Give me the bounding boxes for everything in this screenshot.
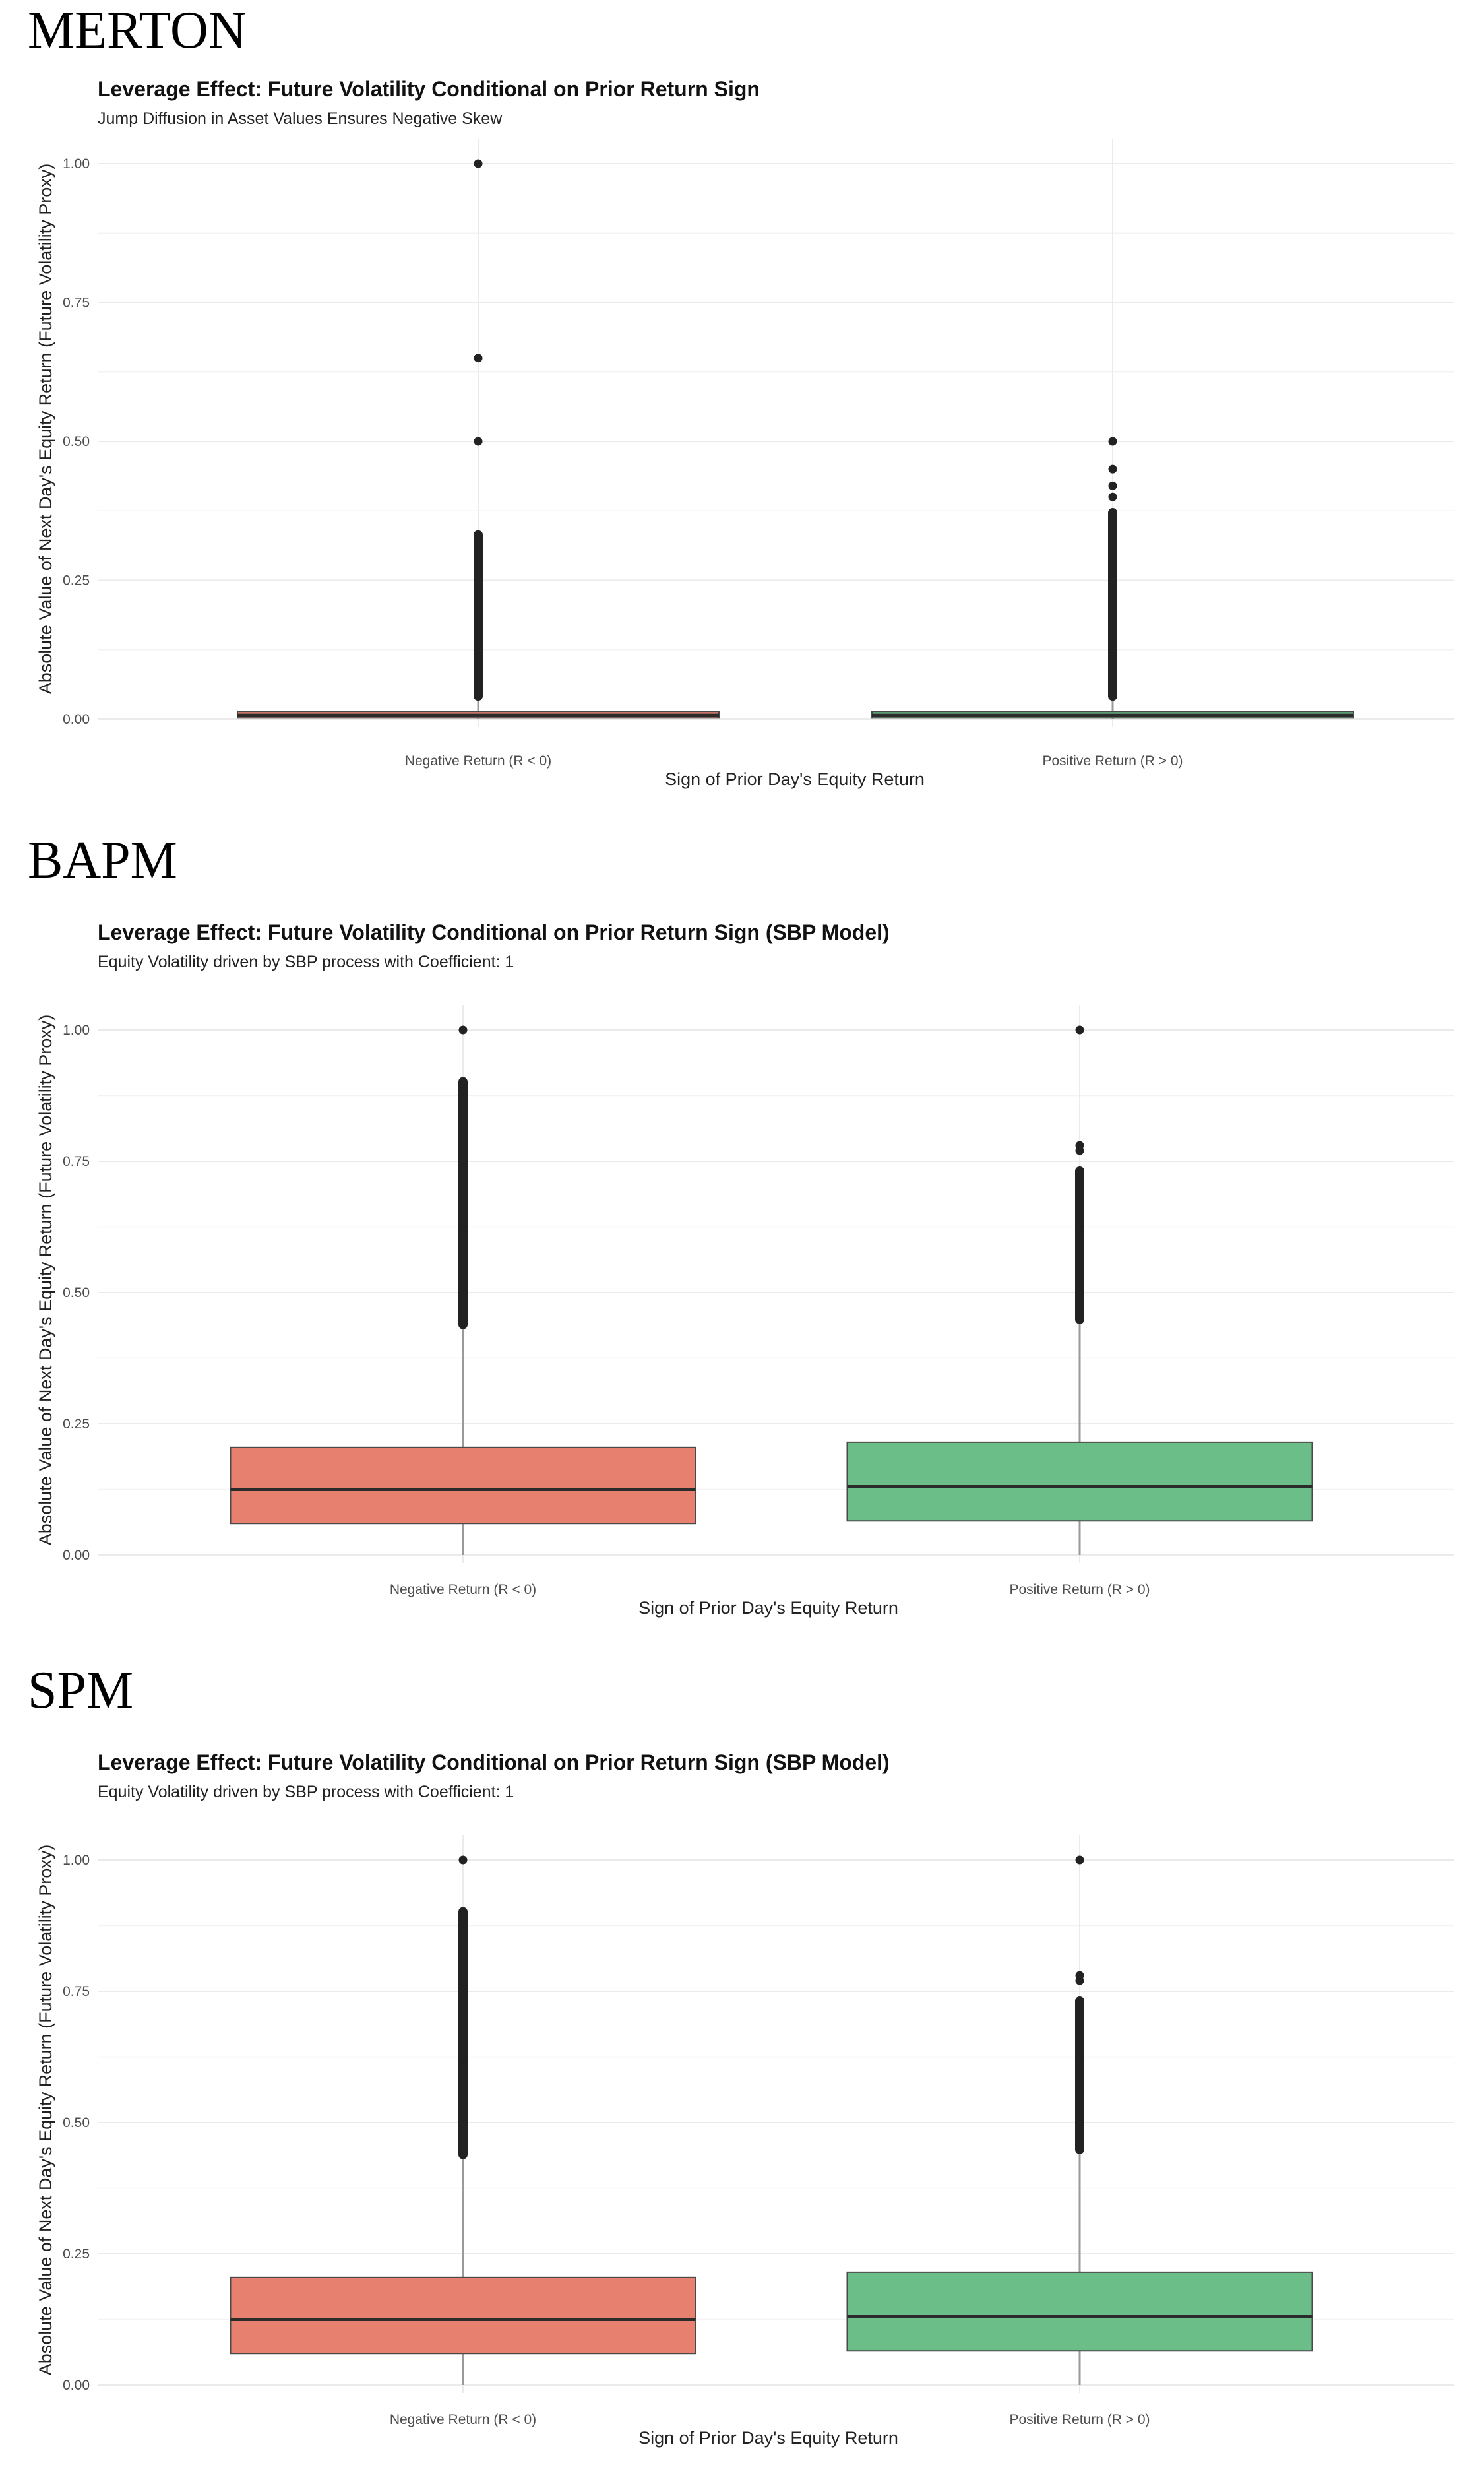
x-tick-label-positive: Positive Return (R > 0) xyxy=(1010,1582,1150,1597)
outlier-band xyxy=(458,1907,468,2159)
outlier-point xyxy=(1108,437,1117,446)
chart-svg: Leverage Effect: Future Volatility Condi… xyxy=(36,920,1454,1618)
box-group xyxy=(846,1855,1313,2385)
y-axis-title: Absolute Value of Next Day's Equity Retu… xyxy=(36,164,55,695)
y-tick-label: 0.75 xyxy=(63,1154,90,1169)
chart-title: Leverage Effect: Future Volatility Condi… xyxy=(98,77,760,101)
box-layer xyxy=(230,1855,1313,2385)
y-tick-label: 0.75 xyxy=(63,296,90,311)
chart-svg: Leverage Effect: Future Volatility Condi… xyxy=(36,1750,1454,2448)
grid-layer xyxy=(98,139,1454,727)
outlier-band xyxy=(1075,1166,1084,1324)
panel-label: BAPM xyxy=(28,831,177,889)
outlier-band xyxy=(458,1077,468,1329)
x-axis-title: Sign of Prior Day's Equity Return xyxy=(665,769,925,789)
outlier-point xyxy=(1075,1971,1084,1980)
outlier-band xyxy=(1108,508,1117,701)
outlier-point xyxy=(1108,492,1117,501)
x-tick-label-positive: Positive Return (R > 0) xyxy=(1010,2412,1150,2427)
outlier-point xyxy=(474,437,483,446)
y-tick-label: 0.00 xyxy=(63,1548,90,1563)
panel-label: MERTON xyxy=(28,1,247,59)
chart-subtitle: Jump Diffusion in Asset Values Ensures N… xyxy=(98,110,503,128)
x-tick-label-negative: Negative Return (R < 0) xyxy=(390,2412,536,2427)
y-tick-label: 1.00 xyxy=(63,1023,90,1038)
y-tick-label: 1.00 xyxy=(63,156,90,172)
y-tick-label: 0.25 xyxy=(63,2247,90,2262)
box-iqr xyxy=(846,2271,1313,2352)
box-iqr xyxy=(846,1441,1313,1522)
x-tick-label-positive: Positive Return (R > 0) xyxy=(1043,753,1183,769)
box-group xyxy=(237,159,720,719)
outlier-point xyxy=(474,159,483,168)
box-layer xyxy=(230,1025,1313,1555)
y-tick-label: 0.50 xyxy=(63,2115,90,2130)
y-tick-layer: 0.00 0.25 0.50 0.75 1.00 xyxy=(63,1023,90,1563)
y-tick-label: 0.25 xyxy=(63,573,90,589)
y-tick-layer: 0.00 0.25 0.50 0.75 1.00 xyxy=(63,156,90,727)
x-tick-label-negative: Negative Return (R < 0) xyxy=(405,753,551,769)
chart-subtitle: Equity Volatility driven by SBP process … xyxy=(98,1783,514,1801)
outlier-band xyxy=(474,530,483,701)
outlier-point xyxy=(458,1855,468,1865)
outlier-band xyxy=(1075,1996,1084,2154)
panel-label: SPM xyxy=(28,1661,134,1719)
chart-subtitle: Equity Volatility driven by SBP process … xyxy=(98,953,514,971)
chart-panel-bapm: BAPM Leverage Effect: Future Volatility … xyxy=(0,830,1484,1660)
y-axis-title: Absolute Value of Next Day's Equity Retu… xyxy=(36,1015,55,1546)
chart-panel-spm: SPM Leverage Effect: Future Volatility C… xyxy=(0,1660,1484,2490)
outlier-point xyxy=(1108,464,1117,474)
box-group xyxy=(871,437,1354,719)
outlier-point xyxy=(1075,1025,1084,1035)
outlier-point xyxy=(474,354,483,363)
y-tick-label: 1.00 xyxy=(63,1853,90,1868)
y-tick-label: 0.00 xyxy=(63,2378,90,2393)
y-tick-label: 0.50 xyxy=(63,434,90,449)
box-iqr xyxy=(230,1446,696,1525)
chart-title: Leverage Effect: Future Volatility Condi… xyxy=(98,1750,890,1774)
chart-svg: Leverage Effect: Future Volatility Condi… xyxy=(36,77,1454,789)
outlier-point xyxy=(1108,481,1117,490)
outlier-point xyxy=(458,1025,468,1035)
y-tick-layer: 0.00 0.25 0.50 0.75 1.00 xyxy=(63,1853,90,2393)
box-layer xyxy=(237,159,1354,719)
y-tick-label: 0.25 xyxy=(63,1417,90,1432)
box-group xyxy=(230,1025,696,1555)
x-tick-label-negative: Negative Return (R < 0) xyxy=(390,1582,536,1597)
y-tick-label: 0.00 xyxy=(63,712,90,727)
x-axis-title: Sign of Prior Day's Equity Return xyxy=(638,1598,898,1618)
box-group xyxy=(846,1025,1313,1555)
box-iqr xyxy=(230,2276,696,2355)
outlier-point xyxy=(1075,1141,1084,1150)
plot-background xyxy=(98,139,1454,727)
chart-title: Leverage Effect: Future Volatility Condi… xyxy=(98,920,890,944)
chart-panel-merton: MERTON Leverage Effect: Future Volatilit… xyxy=(0,0,1484,830)
x-axis-title: Sign of Prior Day's Equity Return xyxy=(638,2428,898,2448)
y-tick-label: 0.75 xyxy=(63,1984,90,1999)
y-tick-label: 0.50 xyxy=(63,1285,90,1300)
outlier-point xyxy=(1075,1855,1084,1865)
y-axis-title: Absolute Value of Next Day's Equity Retu… xyxy=(36,1845,55,2376)
box-group xyxy=(230,1855,696,2385)
